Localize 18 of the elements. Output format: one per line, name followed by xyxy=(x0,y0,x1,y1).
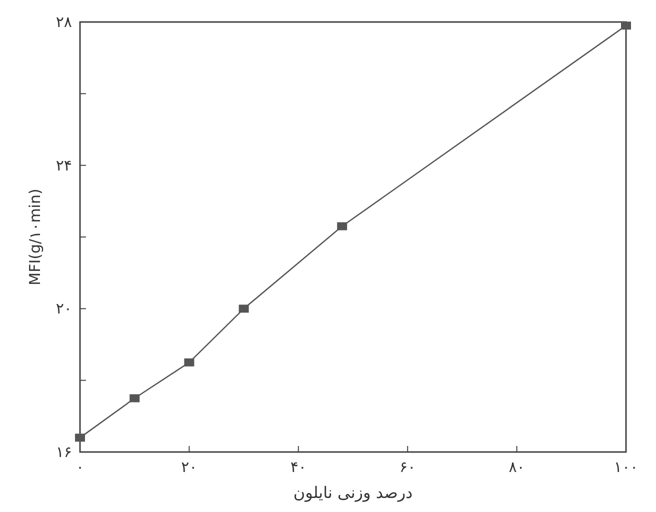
point xyxy=(130,394,140,402)
point xyxy=(621,22,631,30)
y-axis-title: MFI(g/۱۰min) xyxy=(26,188,44,286)
point xyxy=(184,358,194,366)
y-tick-label: ۲۰ xyxy=(56,300,72,318)
x-tick-label: ۴۰ xyxy=(290,458,306,476)
x-tick-label: ۰ xyxy=(76,458,84,476)
point xyxy=(337,222,348,230)
x-tick-label: ۸۰ xyxy=(508,458,525,476)
x-axis-title: درصد وزنی نایلون xyxy=(293,483,413,502)
y-tick-label: ۲۸ xyxy=(56,13,72,31)
x-tick-label: ۲۰ xyxy=(181,458,198,476)
y-tick-label: ۲۴ xyxy=(56,156,72,174)
x-tick-label: ۱۰۰ xyxy=(614,458,638,476)
y-tick-label: ۱۶ xyxy=(56,443,72,461)
point xyxy=(238,304,249,313)
x-tick-label: ۶۰ xyxy=(400,458,416,476)
point xyxy=(75,434,85,442)
